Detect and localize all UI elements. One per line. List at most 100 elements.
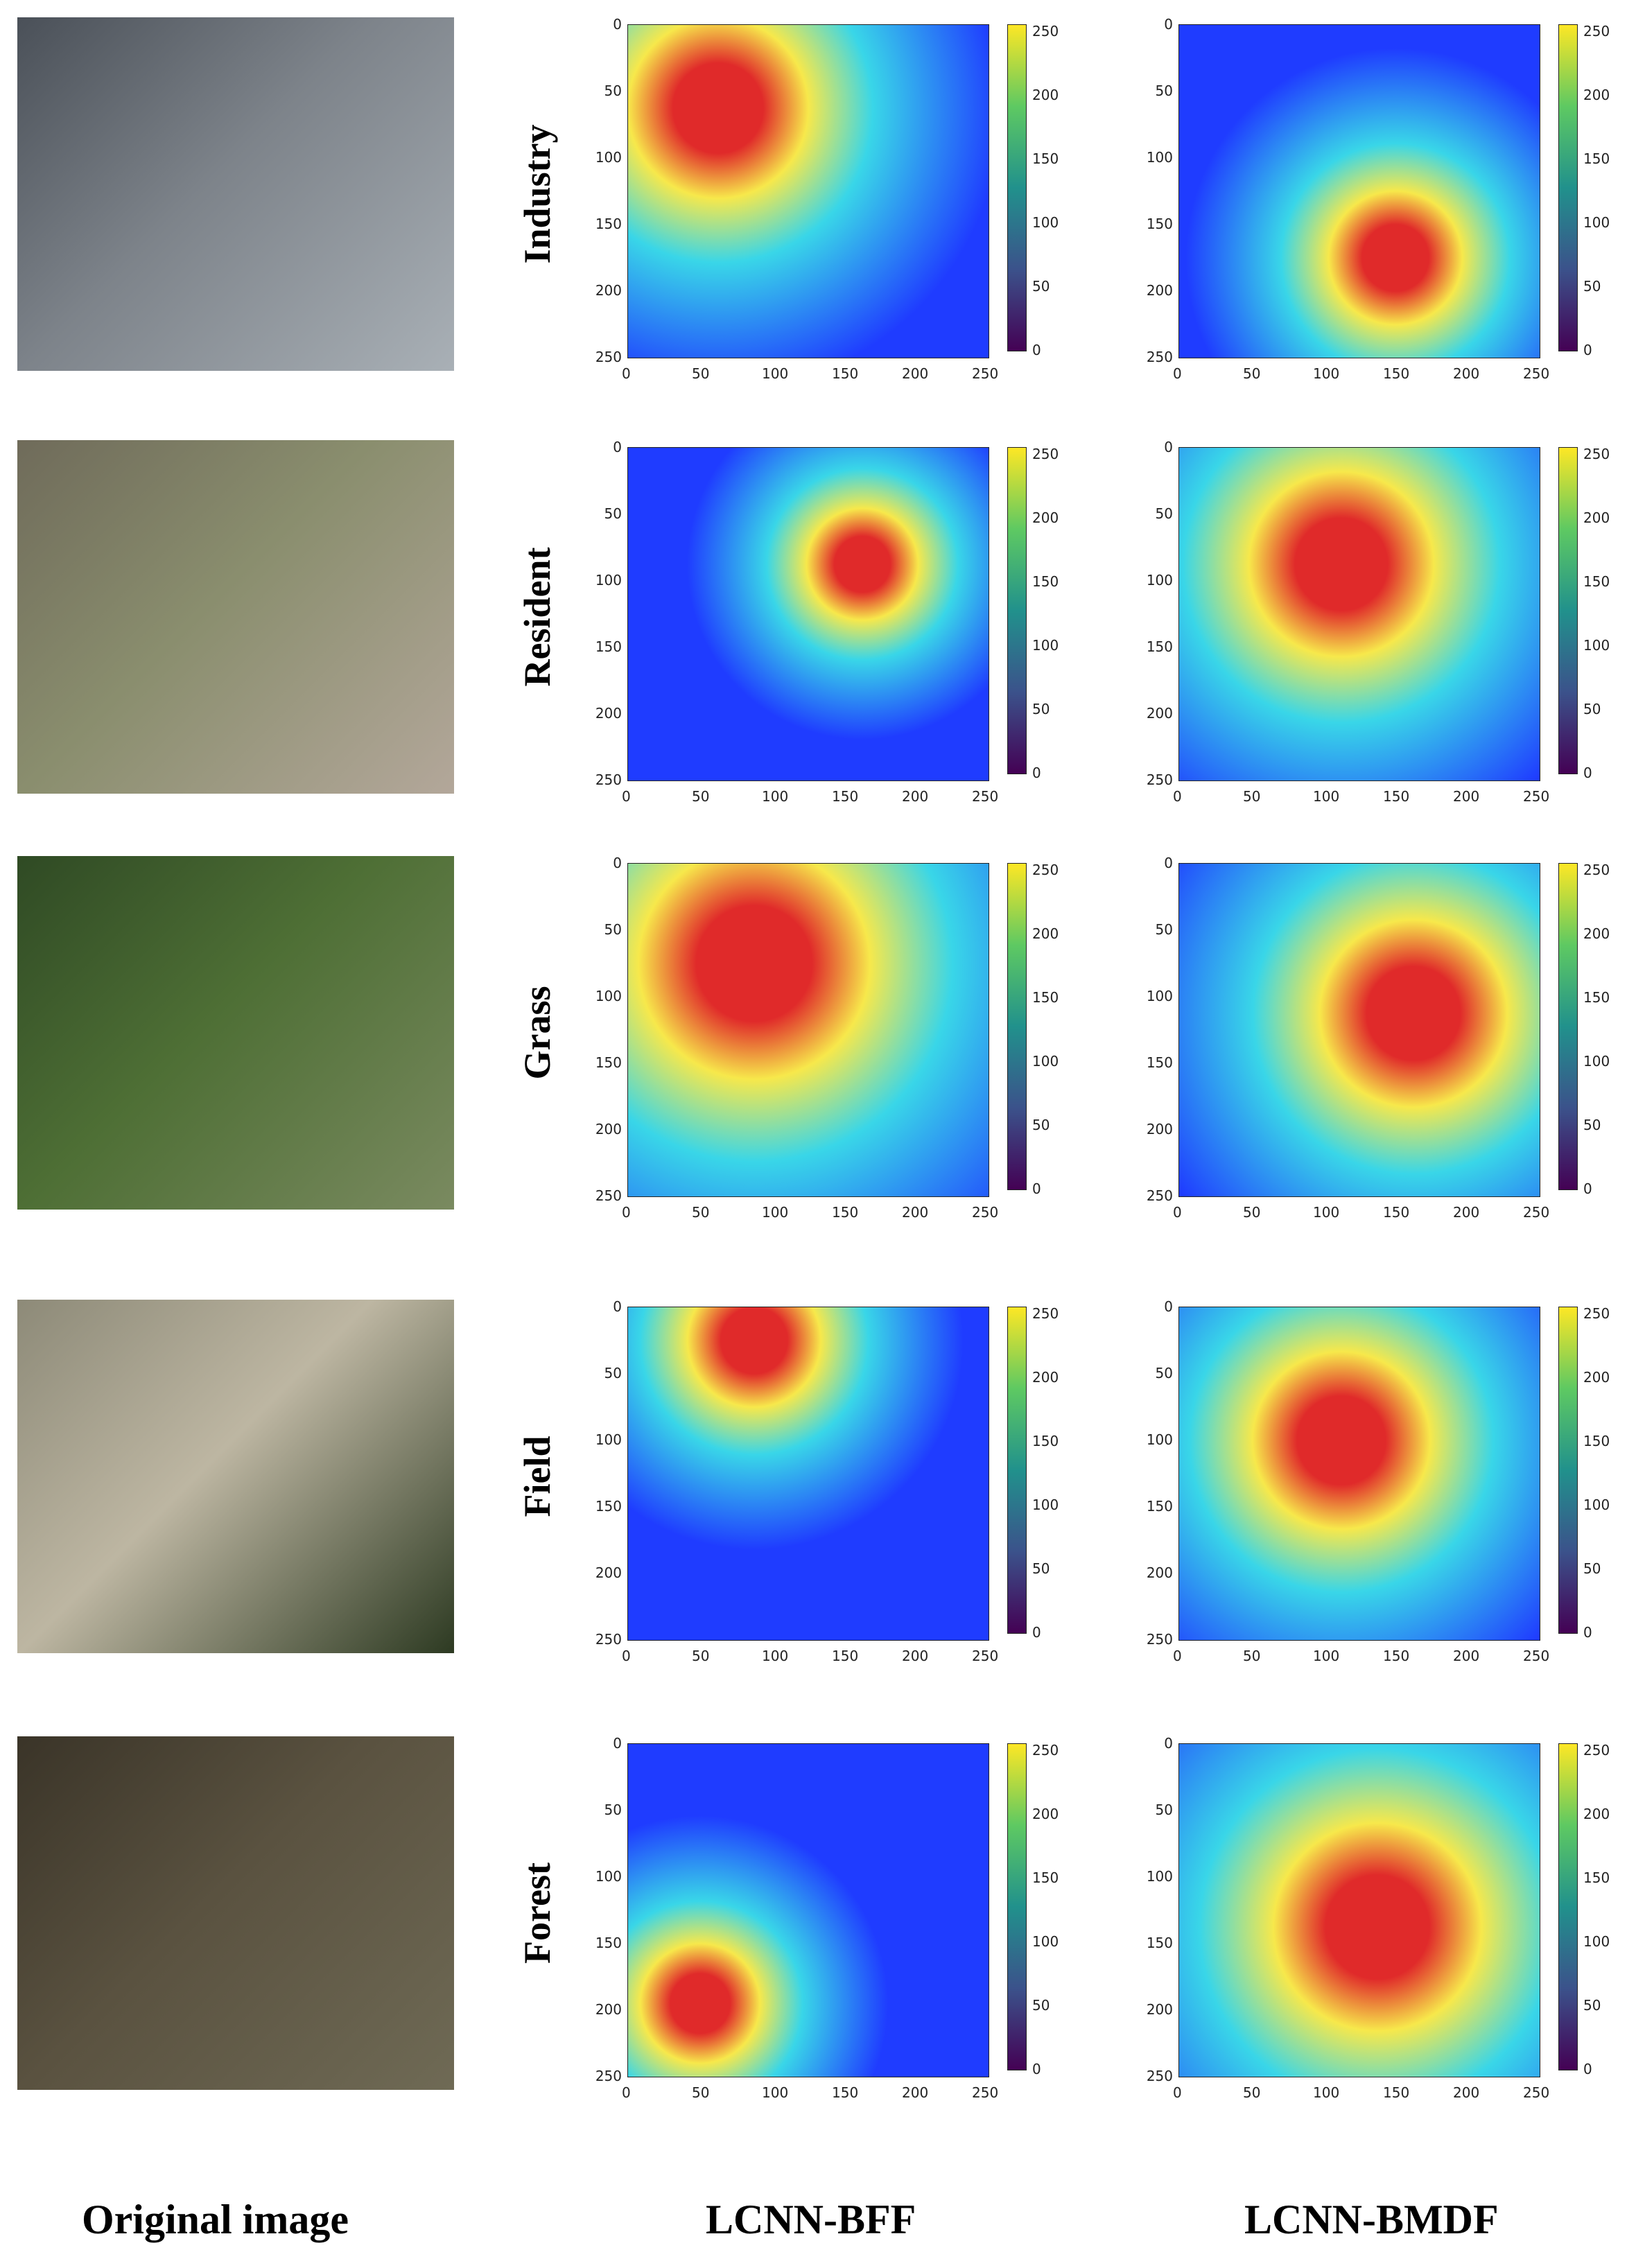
heatmap-lcnn-bmdf-industry: 0 50 100 150 200 250 0 50 100 150 200 250 0 50 100 150 2… — [1147, 16, 1610, 416]
colorbar-tick-label: 0 — [1583, 1624, 1592, 1641]
colorbar — [1007, 1307, 1027, 1634]
x-tick-label: 200 — [902, 365, 929, 382]
colorbar — [1007, 1743, 1027, 2070]
y-tick-label: 0 — [1164, 1298, 1173, 1315]
y-tick-label: 0 — [613, 855, 622, 871]
column-label-lcnn-bff: LCNN-BFF — [706, 2197, 916, 2242]
y-tick-label: 50 — [604, 82, 622, 99]
colorbar — [1558, 863, 1578, 1190]
heatmap-image — [1178, 863, 1540, 1197]
y-tick-label: 50 — [1155, 1365, 1173, 1381]
y-tick-label: 250 — [595, 1631, 622, 1648]
y-tick-label: 150 — [595, 638, 622, 655]
original-image-industry — [17, 17, 454, 371]
colorbar-tick-label: 0 — [1583, 765, 1592, 781]
x-tick-label: 250 — [1523, 2084, 1550, 2101]
y-tick-label: 100 — [595, 149, 622, 166]
x-tick-label: 100 — [762, 1204, 789, 1221]
y-tick-label: 250 — [595, 771, 622, 788]
heatmap-image — [627, 1743, 989, 2077]
y-tick-label: 0 — [1164, 855, 1173, 871]
y-tick-label: 50 — [604, 1802, 622, 1818]
colorbar-tick-label: 50 — [1583, 1117, 1601, 1133]
y-tick-label: 150 — [595, 1054, 622, 1071]
y-tick-label: 0 — [613, 1298, 622, 1315]
heatmap-lcnn-bff-forest: 0 50 100 150 200 250 0 50 100 150 200 250 0 50 100 150 2… — [595, 1735, 1059, 2135]
y-tick-label: 0 — [1164, 16, 1173, 33]
x-tick-label: 100 — [762, 2084, 789, 2101]
x-tick-label: 250 — [972, 1648, 999, 1664]
colorbar — [1007, 863, 1027, 1190]
x-tick-label: 50 — [1243, 2084, 1261, 2101]
colorbar-tick-label: 0 — [1583, 1180, 1592, 1197]
y-tick-label: 250 — [1146, 1187, 1173, 1204]
y-tick-label: 100 — [1146, 988, 1173, 1004]
x-tick-label: 200 — [1453, 2084, 1480, 2101]
y-tick-label: 50 — [604, 505, 622, 522]
colorbar — [1558, 447, 1578, 774]
colorbar-tick-label: 250 — [1032, 23, 1059, 40]
y-tick-label: 200 — [1146, 2001, 1173, 2018]
y-tick-label: 250 — [595, 1187, 622, 1204]
y-tick-label: 150 — [595, 1498, 622, 1515]
colorbar-tick-label: 50 — [1032, 1117, 1050, 1133]
x-tick-label: 250 — [1523, 365, 1550, 382]
heatmap-lcnn-bff-industry: 0 50 100 150 200 250 0 50 100 150 200 250 0 50 100 150 2… — [595, 16, 1059, 416]
heatmap-image — [627, 863, 989, 1197]
colorbar-tick-label: 50 — [1583, 278, 1601, 295]
y-tick-label: 200 — [1146, 705, 1173, 722]
row-label: Forest — [513, 1736, 562, 2090]
x-tick-label: 150 — [832, 1204, 859, 1221]
colorbar-tick-label: 100 — [1032, 637, 1059, 654]
x-tick-label: 50 — [1243, 365, 1261, 382]
x-tick-label: 250 — [1523, 788, 1550, 805]
y-tick-label: 50 — [1155, 921, 1173, 938]
y-tick-label: 50 — [1155, 505, 1173, 522]
y-tick-label: 100 — [595, 572, 622, 588]
colorbar-tick-label: 250 — [1032, 1742, 1059, 1759]
colorbar — [1558, 24, 1578, 351]
colorbar-tick-label: 150 — [1583, 150, 1610, 167]
colorbar-tick-label: 50 — [1032, 1997, 1050, 2014]
colorbar-tick-label: 250 — [1583, 446, 1610, 462]
y-tick-label: 200 — [595, 705, 622, 722]
y-tick-label: 200 — [595, 282, 622, 299]
colorbar-tick-label: 100 — [1583, 1497, 1610, 1513]
heatmap-lcnn-bmdf-resident: 0 50 100 150 200 250 0 50 100 150 200 250 0 50 100 150 2… — [1147, 439, 1610, 839]
y-tick-label: 250 — [1146, 1631, 1173, 1648]
colorbar-tick-label: 250 — [1032, 446, 1059, 462]
heatmap-image — [1178, 1307, 1540, 1641]
y-tick-label: 100 — [595, 1431, 622, 1448]
x-tick-label: 200 — [902, 788, 929, 805]
y-tick-label: 200 — [595, 1564, 622, 1581]
x-tick-label: 150 — [1383, 1204, 1410, 1221]
y-tick-label: 250 — [595, 349, 622, 365]
colorbar-tick-label: 0 — [1583, 2061, 1592, 2077]
heatmap-lcnn-bff-resident: 0 50 100 150 200 250 0 50 100 150 200 250 0 50 100 150 2… — [595, 439, 1059, 839]
colorbar-tick-label: 100 — [1583, 1933, 1610, 1950]
x-tick-label: 150 — [1383, 365, 1410, 382]
row-label-text: Grass — [516, 986, 558, 1080]
colorbar-tick-label: 50 — [1583, 1560, 1601, 1577]
heatmap-image — [627, 447, 989, 781]
heatmap-image — [627, 24, 989, 358]
x-tick-label: 150 — [832, 2084, 859, 2101]
y-tick-label: 250 — [1146, 771, 1173, 788]
x-tick-label: 0 — [622, 2084, 631, 2101]
row-label: Industry — [513, 17, 562, 371]
y-tick-label: 200 — [1146, 1564, 1173, 1581]
x-tick-label: 200 — [1453, 788, 1480, 805]
x-tick-label: 50 — [1243, 788, 1261, 805]
row-label-text: Resident — [516, 547, 558, 687]
colorbar-tick-label: 200 — [1583, 87, 1610, 103]
y-tick-label: 150 — [1146, 1498, 1173, 1515]
colorbar-tick-label: 100 — [1032, 1933, 1059, 1950]
x-tick-label: 0 — [1173, 365, 1182, 382]
colorbar-tick-label: 0 — [1032, 342, 1041, 358]
x-tick-label: 200 — [1453, 1648, 1480, 1664]
x-tick-label: 0 — [1173, 2084, 1182, 2101]
x-tick-label: 0 — [622, 1204, 631, 1221]
x-tick-label: 50 — [692, 1204, 710, 1221]
x-tick-label: 150 — [832, 1648, 859, 1664]
y-tick-label: 100 — [595, 1868, 622, 1885]
